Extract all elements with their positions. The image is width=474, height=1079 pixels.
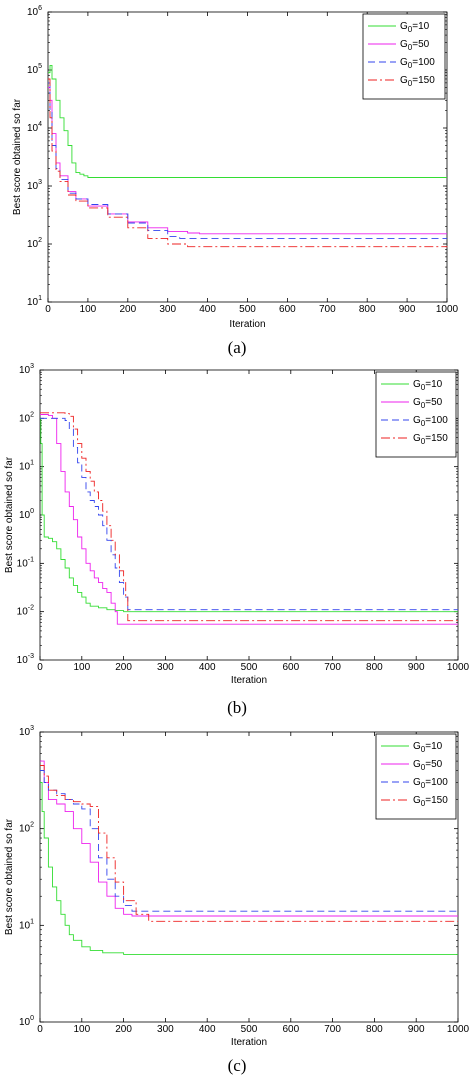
legend-label-1: G0=50 — [400, 39, 430, 52]
y-axis-label: Best score obtained so far — [12, 98, 23, 215]
series-line-0 — [40, 782, 458, 955]
caption-c: (c) — [227, 1056, 247, 1075]
chart-a: 0 100 200 300 400 500 600 700 800 900 1000 101 102 10… — [12, 5, 459, 330]
x-tick-label: 600 — [282, 1024, 299, 1035]
x-tick-label: 900 — [408, 662, 425, 673]
x-tick-label: 0 — [45, 304, 51, 315]
series-line-3 — [48, 78, 448, 248]
y-tick-label: 102 — [19, 822, 34, 835]
x-tick-label: 0 — [37, 1024, 43, 1035]
x-tick-label: 100 — [73, 1024, 90, 1035]
legend-label-0: G0=10 — [413, 741, 443, 754]
y-tick-label: 102 — [27, 237, 42, 250]
y-axis-label: Best score obtained so far — [4, 456, 15, 573]
x-axis-label: Iteration — [231, 1037, 267, 1048]
legend-label-2: G0=100 — [400, 57, 435, 70]
x-tick-label: 1000 — [436, 304, 459, 315]
legend-box — [362, 13, 446, 100]
x-tick-label: 100 — [80, 304, 97, 315]
series-line-3 — [40, 412, 458, 622]
y-tick-label: 104 — [27, 121, 42, 134]
chart-c: 0 100 200 300 400 500 600 700 800 900 100010010110… — [4, 725, 470, 1048]
legend-label-0: G0=10 — [400, 21, 430, 34]
y-tick-label: 100 — [19, 1015, 34, 1028]
x-tick-label: 400 — [199, 1024, 216, 1035]
legend-box — [375, 733, 457, 820]
x-tick-label: 700 — [319, 304, 336, 315]
legend-box — [375, 371, 457, 458]
x-tick-label: 900 — [399, 304, 416, 315]
x-tick-label: 300 — [157, 662, 174, 673]
y-tick-label: 10-3 — [17, 653, 34, 666]
y-axis-label: Best score obtained so far — [4, 818, 15, 935]
x-tick-label: 200 — [115, 1024, 132, 1035]
series-line-0 — [40, 417, 458, 613]
legend-label-0: G0=10 — [413, 379, 443, 392]
x-tick-label: 800 — [366, 662, 383, 673]
series-line-2 — [48, 82, 447, 239]
x-tick-label: 800 — [359, 304, 376, 315]
y-tick-label: 106 — [27, 5, 42, 18]
y-tick-label: 103 — [27, 179, 42, 192]
x-tick-label: 700 — [324, 1024, 341, 1035]
legend-label-3: G0=150 — [400, 75, 435, 88]
series-line-1 — [40, 414, 458, 625]
x-tick-label: 700 — [324, 662, 341, 673]
caption-a: (a) — [227, 338, 247, 357]
x-axis-label: Iteration — [229, 319, 265, 330]
x-tick-label: 800 — [366, 1024, 383, 1035]
legend-label-3: G0=150 — [413, 795, 448, 808]
x-tick-label: 200 — [115, 662, 132, 673]
x-tick-label: 400 — [199, 662, 216, 673]
caption-b: (b) — [227, 698, 247, 717]
legend-label-2: G0=100 — [413, 777, 448, 790]
y-tick-label: 100 — [19, 508, 34, 521]
x-tick-label: 600 — [279, 304, 296, 315]
series-line-1 — [40, 760, 458, 917]
x-tick-label: 100 — [73, 662, 90, 673]
series-line-0 — [48, 64, 447, 178]
y-tick-label: 103 — [19, 363, 34, 376]
x-tick-label: 900 — [408, 1024, 425, 1035]
x-tick-label: 0 — [37, 662, 43, 673]
y-tick-label: 103 — [19, 725, 34, 738]
x-tick-label: 500 — [241, 662, 258, 673]
series-line-3 — [40, 765, 458, 922]
x-tick-label: 200 — [119, 304, 136, 315]
x-tick-label: 600 — [282, 662, 299, 673]
chart-b: 0 100 200 300 400 500 600 700 800 900 1000 10-3 10-2… — [4, 363, 470, 686]
x-tick-label: 300 — [159, 304, 176, 315]
y-tick-label: 10-2 — [17, 605, 34, 618]
legend-label-3: G0=150 — [413, 433, 448, 446]
x-tick-label: 1000 — [447, 1024, 470, 1035]
y-tick-label: 102 — [19, 411, 34, 424]
y-tick-label: 105 — [27, 63, 42, 76]
y-tick-label: 101 — [19, 918, 34, 931]
y-tick-label: 101 — [19, 460, 34, 473]
x-tick-label: 500 — [241, 1024, 258, 1035]
x-tick-label: 500 — [239, 304, 256, 315]
x-tick-label: 300 — [157, 1024, 174, 1035]
y-tick-label: 101 — [27, 295, 42, 308]
legend-label-1: G0=50 — [413, 397, 443, 410]
series-line-2 — [40, 417, 458, 611]
legend-label-2: G0=100 — [413, 415, 448, 428]
y-tick-label: 10-1 — [17, 556, 34, 569]
x-tick-label: 400 — [199, 304, 216, 315]
legend-label-1: G0=50 — [413, 759, 443, 772]
x-tick-label: 1000 — [447, 662, 470, 673]
x-axis-label: Iteration — [231, 675, 267, 686]
